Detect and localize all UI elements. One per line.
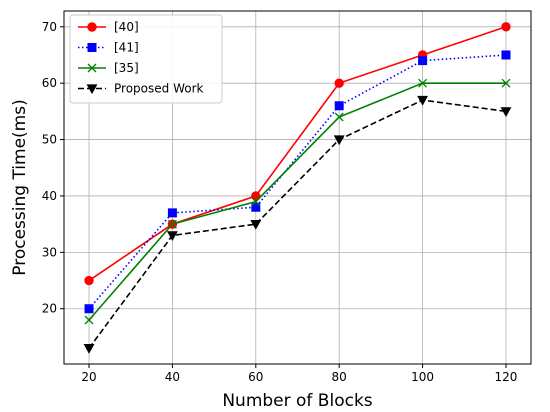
legend-marker [86, 84, 98, 95]
legend-marker [87, 43, 97, 52]
x-axis-title: Number of Blocks [222, 391, 372, 411]
data-point [250, 219, 262, 230]
data-point [418, 78, 428, 88]
data-point [334, 101, 344, 111]
legend-label: Proposed Work [114, 82, 204, 96]
data-point [167, 219, 177, 229]
legend-label: [41] [114, 41, 139, 55]
x-axis-ticks: 20 40 60 80 100 120 [81, 364, 517, 384]
series-line [88, 26, 507, 282]
x-tick-label: 120 [495, 370, 518, 384]
x-tick-label: 60 [248, 370, 263, 384]
legend-label: [35] [114, 61, 139, 75]
series-3 [83, 95, 512, 354]
data-point [334, 78, 344, 88]
data-point [417, 95, 429, 106]
x-tick-label: 20 [81, 370, 96, 384]
plot-frame [63, 10, 532, 365]
legend: [40] [41] [35] Proposed Work [69, 14, 223, 104]
data-point [251, 191, 261, 201]
series-group [83, 22, 512, 354]
y-tick-label: 30 [42, 245, 57, 259]
data-point [84, 304, 94, 314]
legend-entry: [40] [78, 20, 139, 34]
data-point [500, 107, 512, 118]
data-point [501, 78, 511, 88]
legend-marker [87, 63, 97, 73]
y-axis-title: Processing Time(ms) [10, 99, 30, 275]
data-point [167, 208, 177, 218]
series-line [88, 82, 506, 321]
series-2 [84, 78, 511, 325]
y-tick-label: 60 [42, 76, 57, 90]
data-point [501, 50, 511, 60]
legend-entry: [41] [78, 41, 139, 55]
data-point [501, 22, 511, 32]
legend-marker [87, 22, 97, 32]
legend-entry: [35] [78, 61, 139, 75]
data-point [251, 202, 261, 212]
x-tick-label: 40 [165, 370, 180, 384]
data-point [84, 275, 94, 286]
data-point [334, 112, 344, 122]
x-tick-label: 100 [411, 370, 434, 384]
data-point [84, 315, 94, 325]
series-1 [84, 50, 511, 314]
y-tick-label: 40 [42, 189, 57, 203]
y-tick-label: 20 [42, 302, 57, 316]
y-tick-label: 70 [42, 20, 57, 34]
data-point [166, 231, 178, 242]
data-point [251, 197, 261, 207]
legend-box [69, 14, 223, 104]
x-tick-label: 80 [332, 370, 347, 384]
data-point [333, 135, 345, 146]
data-point [83, 344, 95, 354]
series-line [88, 54, 507, 310]
data-point [418, 56, 428, 66]
y-axis-ticks: 20 30 40 50 60 70 [42, 20, 64, 316]
y-tick-label: 50 [42, 133, 57, 147]
legend-label: [40] [114, 20, 139, 34]
series-line [88, 99, 507, 349]
legend-entry: Proposed Work [78, 82, 204, 96]
